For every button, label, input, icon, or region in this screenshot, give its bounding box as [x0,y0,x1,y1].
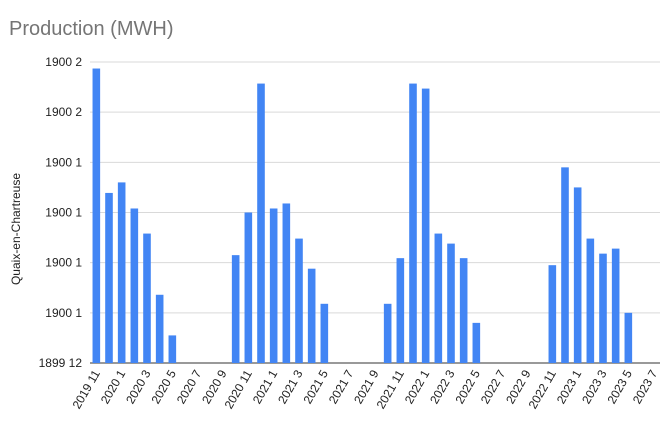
bar-2022-11 [548,265,557,363]
bar-2023-5 [624,312,633,363]
bar-2022-3 [447,243,455,363]
y-tick-label: 1900 1 [45,155,82,169]
bar-2021-5 [320,303,329,363]
bar-2023-3 [599,253,607,363]
bar-2021-12 [409,83,417,364]
bar-2021-11 [396,258,405,363]
bar-2022-2 [434,233,443,363]
bar-2019-11 [92,68,101,363]
y-tick-label: 1900 1 [45,306,82,320]
bar-2020-1 [117,182,126,363]
x-tick-label: 2023 7 [630,367,661,406]
y-tick-label: 1900 1 [45,256,82,270]
bar-2020-10 [231,255,240,363]
y-axis-ticks: 1899 12 1900 1 1900 1 1900 1 1900 1 1900 2 190… [39,55,83,370]
bar-2021-2 [282,203,291,363]
bar-2019-12 [105,192,113,363]
bar-2023-1 [573,187,582,363]
bar-2020-2 [130,208,139,363]
bar-2020-4 [155,294,164,363]
bar-2021-10 [383,303,392,363]
bar-2020-11 [244,212,253,363]
bar-2022-5 [472,322,481,363]
y-tick-label: 1900 2 [45,55,82,69]
bar-2022-4 [459,258,468,363]
bar-2022-1 [421,88,430,364]
y-tick-label: 1899 12 [39,356,83,370]
bar-2023-2 [586,238,595,363]
bar-2023-4 [611,248,620,363]
y-axis-label: Quaix-en-Chartreuse [9,173,23,285]
bar-2022-12 [561,167,569,363]
y-tick-label: 1900 1 [45,206,82,220]
x-tick-label: 2019 11 [70,367,104,411]
bar-2020-5 [168,335,177,363]
bar-2020-12 [257,83,265,364]
bars [92,68,633,364]
y-tick-label: 1900 2 [45,105,82,119]
bar-2021-1 [269,208,278,363]
bar-2021-4 [307,268,316,363]
bar-2021-3 [295,238,303,363]
chart-title: Production (MWH) [9,18,174,40]
bar-2020-3 [143,233,151,363]
